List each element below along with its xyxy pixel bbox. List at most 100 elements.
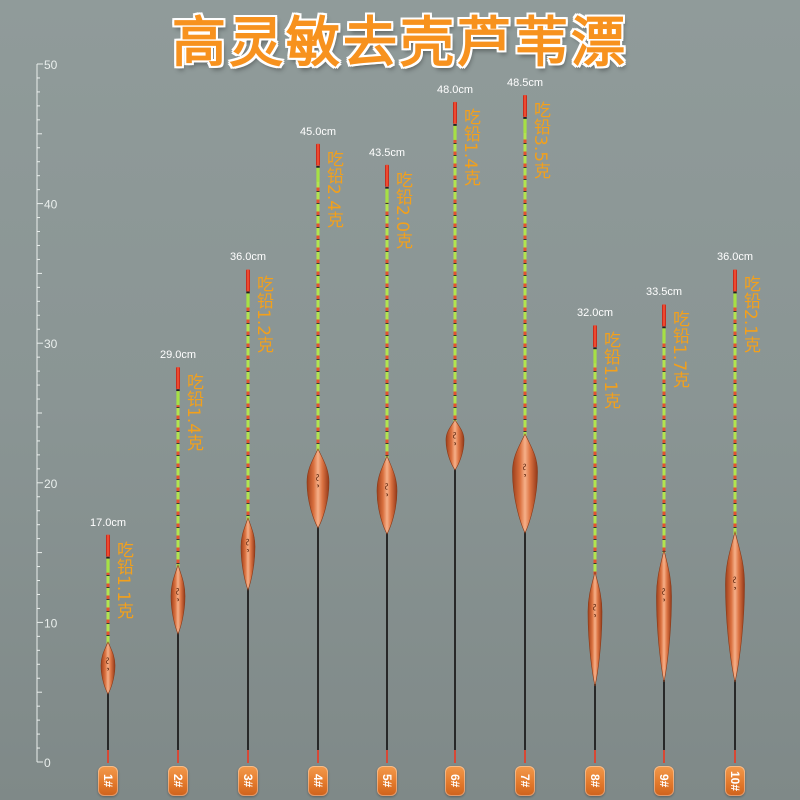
float-length-label: 45.0cm	[299, 125, 337, 138]
float-tip	[176, 367, 180, 390]
float-body	[512, 433, 538, 534]
float-body	[170, 564, 186, 635]
ruler: 0 10 20 30 40 50	[36, 58, 58, 770]
page-title: 高灵敏去壳芦苇漂	[172, 11, 628, 74]
float-8	[587, 325, 603, 763]
float-tip	[733, 269, 737, 292]
ruler-label: 50	[44, 58, 58, 72]
float-lead-label: 吃铅1.4克	[183, 373, 203, 452]
float-body-logo	[176, 588, 179, 602]
float-body-logo	[106, 657, 109, 671]
float-lead-label: 吃铅2.4克	[323, 149, 343, 228]
float-antenna-band	[523, 118, 527, 133]
float-tip	[385, 164, 389, 187]
float-lead-label: 吃铅1.4克	[460, 107, 480, 186]
float-body-logo	[593, 603, 596, 618]
float-body-logo	[523, 463, 526, 477]
float-length-label: 36.0cm	[229, 251, 267, 264]
float-length-label: 36.0cm	[716, 251, 754, 264]
float-tip	[593, 325, 597, 348]
float-number-badge: 4#	[308, 766, 328, 796]
float-6	[445, 101, 465, 763]
ruler-label: 40	[44, 198, 58, 212]
float-body-logo	[246, 538, 249, 553]
float-body-logo	[453, 431, 456, 446]
float-antenna-ring	[385, 186, 389, 189]
float-length-label: 32.0cm	[576, 307, 614, 320]
float-number-badge: 2#	[168, 766, 188, 796]
float-lead-label: 吃铅2.1克	[740, 275, 760, 354]
float-body	[376, 455, 398, 535]
float-number-badge: 8#	[585, 766, 605, 796]
float-body-logo	[385, 483, 388, 497]
float-antenna-ring	[176, 389, 180, 392]
float-5	[376, 164, 398, 763]
float-antenna-ring	[593, 347, 597, 350]
float-antenna-ring	[662, 326, 666, 329]
float-1	[100, 534, 116, 763]
float-antenna-band	[106, 558, 110, 573]
float-body-logo	[316, 474, 319, 488]
ruler-label: 30	[44, 337, 58, 351]
float-antenna-band	[316, 167, 320, 182]
float-length-label: 17.0cm	[89, 516, 127, 529]
float-number-badge: 6#	[445, 766, 465, 796]
float-antenna-ring	[733, 291, 737, 294]
float-tip	[453, 101, 457, 124]
float-antenna	[662, 328, 666, 553]
float-body	[587, 571, 603, 687]
float-number-badge: 9#	[654, 766, 674, 796]
float-antenna	[453, 125, 457, 424]
float-antenna-band	[662, 328, 666, 343]
float-body	[306, 448, 330, 529]
float-length-label: 48.5cm	[506, 76, 544, 89]
float-body	[240, 517, 256, 591]
float-tip	[662, 304, 666, 327]
float-lead-label: 吃铅2.0克	[392, 170, 412, 249]
float-lead-label: 吃铅1.2克	[253, 275, 273, 354]
float-length-label: 48.0cm	[436, 83, 474, 96]
float-number-badge: 3#	[238, 766, 258, 796]
float-antenna	[385, 188, 389, 460]
float-10	[725, 269, 745, 763]
float-4	[306, 143, 330, 763]
float-antenna-band	[246, 293, 250, 308]
float-3	[240, 269, 256, 763]
float-antenna	[246, 293, 250, 521]
float-length-label: 29.0cm	[159, 349, 197, 362]
float-antenna	[733, 293, 737, 535]
float-number-badge: 5#	[377, 766, 397, 796]
float-lead-label: 吃铅1.7克	[669, 310, 689, 389]
float-tip	[523, 94, 527, 117]
float-2	[170, 367, 186, 763]
float-9	[656, 304, 672, 763]
float-tip	[316, 143, 320, 166]
float-length-label: 33.5cm	[645, 286, 683, 299]
float-antenna-band	[176, 391, 180, 406]
float-lead-label: 吃铅1.1克	[113, 540, 133, 619]
float-body	[725, 530, 745, 683]
float-antenna-ring	[246, 291, 250, 294]
float-antenna-band	[453, 125, 457, 140]
float-antenna	[106, 558, 110, 645]
float-antenna-band	[733, 293, 737, 308]
float-antenna-ring	[453, 123, 457, 126]
ruler-label: 20	[44, 477, 58, 491]
float-7	[512, 94, 538, 763]
float-body-logo	[733, 576, 736, 590]
floats	[100, 94, 745, 763]
float-body-logo	[662, 588, 665, 602]
float-antenna-band	[385, 188, 389, 203]
float-antenna-ring	[106, 556, 110, 559]
float-number-badge: 1#	[98, 766, 118, 796]
float-tip	[106, 534, 110, 557]
float-number-badge: 7#	[515, 766, 535, 796]
float-lead-label: 吃铅1.1克	[600, 331, 620, 410]
float-lead-label: 吃铅3.5克	[530, 100, 550, 179]
float-number-badge: 10#	[725, 766, 745, 796]
float-antenna	[316, 167, 320, 453]
float-tip	[246, 269, 250, 292]
ruler-label: 10	[44, 616, 58, 630]
